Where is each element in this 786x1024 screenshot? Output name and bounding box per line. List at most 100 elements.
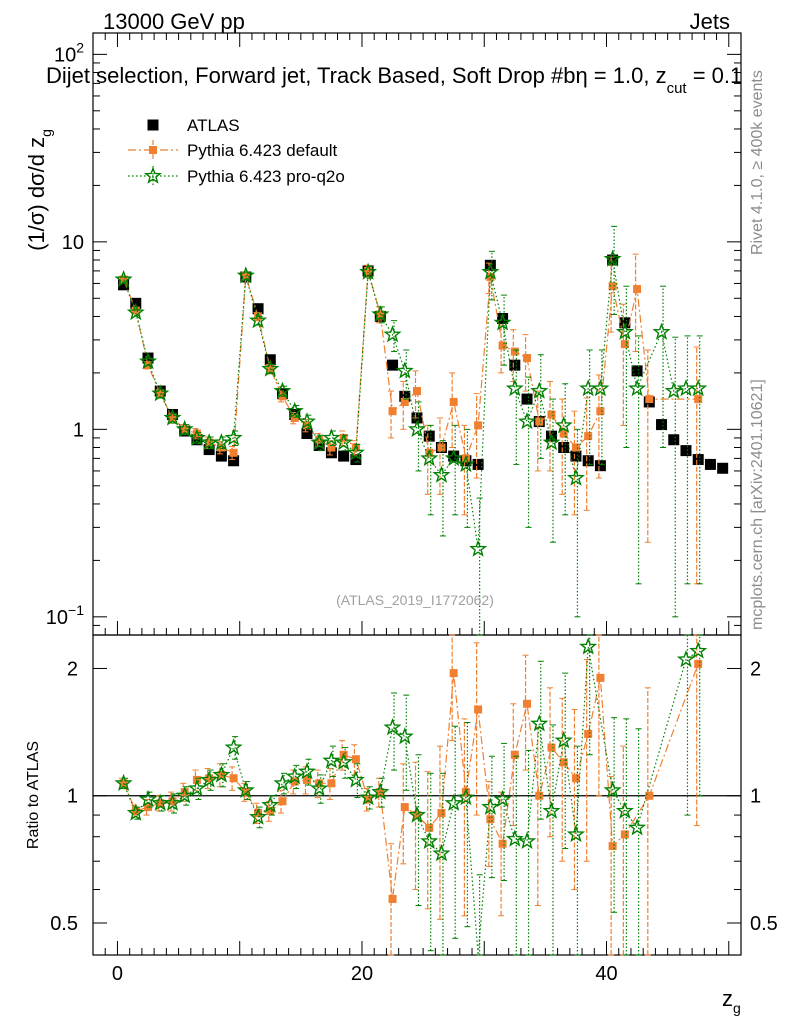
ratio-point-pro xyxy=(273,773,292,792)
main-point-pro xyxy=(371,305,390,323)
ratio-point-pro xyxy=(603,780,622,799)
ratio-point-pro xyxy=(139,789,158,808)
main-point-pro xyxy=(432,465,451,483)
ratio-y-tick-label-right: 2 xyxy=(750,658,761,680)
ratio-point-default xyxy=(571,774,580,783)
main-point-pro xyxy=(664,381,683,399)
legend-marker-pro xyxy=(144,166,162,184)
ratio-point-default xyxy=(510,750,519,759)
x-tick-label: 40 xyxy=(595,963,617,985)
ratio-point-pro xyxy=(224,738,243,756)
ratio-point-default xyxy=(486,815,495,824)
main-point-default xyxy=(192,429,201,438)
ratio-point-default xyxy=(131,807,140,816)
ratio-point-pro xyxy=(518,831,537,850)
ratio-point-default xyxy=(449,669,458,678)
main-point-data xyxy=(325,447,337,459)
main-axis-ticks: 10−1 1 10 102 xyxy=(46,39,741,636)
ratio-point-pro xyxy=(371,782,390,800)
plot-title-tail: = 0.1 xyxy=(687,63,743,88)
main-point-default xyxy=(498,341,507,350)
main-point-data xyxy=(680,445,692,457)
main-point-pro xyxy=(615,322,634,340)
main-point-pro xyxy=(187,428,207,446)
main-point-data xyxy=(203,444,215,456)
ratio-y-tick-label-right: 1 xyxy=(750,786,761,808)
main-point-data xyxy=(252,303,264,315)
main-point-data xyxy=(704,458,716,470)
ratio-axis-ticks: 0.5 0.5 1 1 2 2 xyxy=(50,658,778,935)
main-point-pro xyxy=(224,428,243,446)
svg-text:Rivet 4.1.0, ≥ 400k events: Rivet 4.1.0, ≥ 400k events xyxy=(749,70,766,255)
main-point-default xyxy=(413,387,421,396)
main-point-pro xyxy=(530,381,549,399)
main-point-default xyxy=(339,433,348,442)
main-point-data xyxy=(558,442,570,454)
legend-label-default: Pythia 6.423 default xyxy=(187,141,338,160)
ratio-point-pro xyxy=(212,765,231,783)
ratio-point-default xyxy=(364,795,373,804)
main-point-pro xyxy=(163,408,182,426)
ratio-line-pro xyxy=(123,646,699,956)
ratio-point-default xyxy=(388,894,397,903)
main-point-default xyxy=(535,417,544,426)
ratio-point-default xyxy=(290,777,299,786)
ratio-point-default xyxy=(168,797,177,806)
x-axis-label: zg xyxy=(722,986,741,1016)
ratio-point-default xyxy=(315,779,324,788)
main-point-pro xyxy=(566,468,586,486)
ratio-point-pro xyxy=(285,767,304,785)
svg-text:(1/σ) dσ/d zg: (1/σ) dσ/d zg xyxy=(24,129,54,251)
ratio-point-default xyxy=(351,755,360,764)
main-point-default xyxy=(620,340,629,349)
main-point-pro xyxy=(505,379,524,397)
main-point-data xyxy=(423,430,435,442)
main-point-pro xyxy=(444,448,463,467)
side-label-mcplots: mcplots.cern.ch [arXiv:2401.10621] xyxy=(749,379,766,630)
main-point-default xyxy=(449,397,458,406)
ratio-point-default xyxy=(547,743,556,752)
ratio-point-pro xyxy=(383,717,402,736)
main-point-pro xyxy=(627,379,647,397)
ratio-y-tick-label-left: 1 xyxy=(67,786,78,808)
main-point-pro xyxy=(175,419,194,438)
main-point-default xyxy=(474,421,483,430)
main-point-pro xyxy=(114,270,133,288)
ratio-point-pro xyxy=(175,786,194,804)
ratio-point-pro xyxy=(126,803,145,821)
main-point-pro xyxy=(248,311,268,329)
main-point-default xyxy=(559,429,568,438)
ratio-point-pro xyxy=(530,714,549,732)
ratio-point-default xyxy=(119,779,128,788)
main-point-default xyxy=(364,266,373,275)
main-point-default xyxy=(229,448,238,457)
main-point-pro xyxy=(456,454,475,473)
ratio-point-default xyxy=(535,791,544,800)
ratio-point-pro xyxy=(615,801,634,819)
ratio-y-tick-label-left: 0.5 xyxy=(50,913,78,935)
ratio-point-default xyxy=(229,774,238,783)
main-point-pro xyxy=(261,359,280,377)
analysis-id: (ATLAS_2019_I1772062) xyxy=(336,592,494,608)
ratio-point-pro xyxy=(444,793,463,811)
svg-text:Ratio to ATLAS: Ratio to ATLAS xyxy=(25,741,42,849)
main-point-default xyxy=(645,395,654,404)
ratio-point-default xyxy=(156,799,165,808)
ratio-point-pro xyxy=(627,818,647,836)
x-tick-label: 0 xyxy=(112,963,123,985)
plot-title-subscript: cut xyxy=(667,80,688,97)
legend-marker-default xyxy=(149,146,157,154)
main-point-pro xyxy=(322,428,341,446)
main-point-pro xyxy=(359,262,378,280)
ratio-point-pro xyxy=(432,843,451,862)
ratio-point-pro xyxy=(346,770,365,788)
ratio-point-default xyxy=(254,809,263,818)
ratio-point-default xyxy=(584,729,593,738)
ratio-point-pro xyxy=(505,829,524,847)
ratio-point-pro xyxy=(554,731,573,749)
main-point-pro xyxy=(518,412,537,430)
main-point-data xyxy=(668,434,680,446)
ratio-y-tick-label-left: 2 xyxy=(67,658,78,680)
main-point-default xyxy=(437,443,446,452)
main-point-default xyxy=(131,306,140,315)
